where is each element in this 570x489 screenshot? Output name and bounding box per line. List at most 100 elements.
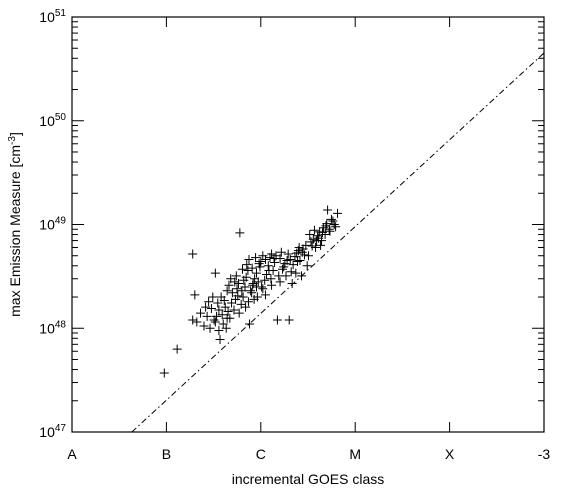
- data-point: [253, 277, 263, 287]
- y-axis-label: max Emission Measure [cm-3]: [7, 132, 23, 317]
- data-point: [222, 313, 232, 323]
- data-point: [275, 254, 285, 264]
- data-point: [233, 278, 243, 288]
- data-point: [190, 290, 200, 300]
- data-point: [234, 308, 244, 318]
- data-point: [312, 236, 322, 246]
- data-point: [294, 243, 304, 253]
- x-tick-label: A: [67, 446, 77, 462]
- data-point: [258, 284, 268, 294]
- y-tick-label: 1047: [39, 423, 66, 440]
- y-tick-exponent: 51: [55, 8, 67, 19]
- y-tick-exponent: 50: [55, 112, 67, 123]
- data-point: [204, 297, 214, 307]
- data-point: [224, 280, 234, 290]
- data-point: [284, 315, 294, 325]
- data-point: [251, 282, 261, 292]
- data-point: [297, 247, 307, 257]
- data-point: [214, 305, 224, 315]
- data-point: [241, 302, 251, 312]
- data-point: [328, 216, 338, 226]
- data-points: [159, 205, 343, 378]
- data-point: [188, 315, 198, 325]
- data-point: [201, 302, 211, 312]
- data-point: [281, 271, 291, 281]
- data-point: [316, 240, 326, 250]
- data-point: [222, 286, 232, 296]
- x-tick-label: M: [349, 446, 361, 462]
- data-point: [278, 264, 288, 274]
- data-point: [223, 307, 233, 317]
- data-point: [239, 275, 249, 285]
- data-point: [287, 278, 297, 288]
- data-point: [295, 255, 305, 265]
- data-point: [313, 231, 323, 241]
- data-point: [263, 261, 273, 271]
- data-point: [291, 268, 301, 278]
- y-tick-label: 1051: [39, 8, 66, 25]
- x-axis-label: incremental GOES class: [232, 471, 385, 487]
- data-point: [245, 319, 255, 329]
- y-tick-base: 10: [39, 9, 55, 25]
- data-point: [267, 280, 277, 290]
- data-point: [247, 288, 257, 298]
- data-point: [213, 298, 223, 308]
- data-point: [247, 263, 257, 273]
- plot-frame: [71, 16, 545, 433]
- data-point: [285, 254, 295, 264]
- data-point: [290, 252, 300, 262]
- y-tick-label: 1050: [39, 112, 66, 129]
- x-tick-label: B: [162, 446, 171, 462]
- data-point: [301, 240, 311, 250]
- data-point: [238, 292, 248, 302]
- data-point: [260, 290, 270, 300]
- data-point: [230, 277, 240, 287]
- data-point: [260, 254, 270, 264]
- y-axis-label-exponent: -3: [7, 136, 18, 145]
- data-point: [227, 298, 237, 308]
- data-point: [262, 269, 272, 279]
- data-point: [231, 271, 241, 281]
- y-axis-label-suffix: ]: [7, 132, 23, 136]
- y-tick-label: 1049: [39, 216, 66, 233]
- data-point: [272, 315, 282, 325]
- reference-line: [131, 52, 545, 433]
- y-tick-label: 1048: [39, 319, 66, 336]
- data-point: [246, 286, 256, 296]
- data-point: [297, 271, 307, 281]
- data-point: [221, 323, 231, 333]
- data-point: [208, 292, 218, 302]
- y-tick-exponent: 49: [55, 216, 67, 227]
- data-point: [256, 256, 266, 266]
- data-point: [254, 259, 264, 269]
- data-point: [235, 228, 245, 238]
- y-tick-base: 10: [39, 320, 55, 336]
- data-point: [265, 253, 275, 263]
- data-point: [321, 221, 331, 231]
- data-point: [323, 205, 333, 215]
- y-tick-base: 10: [39, 424, 55, 440]
- x-tick-label: X: [445, 446, 455, 462]
- data-point: [238, 264, 248, 274]
- data-point: [292, 248, 302, 258]
- data-point: [331, 222, 341, 232]
- data-point: [192, 317, 202, 327]
- data-point: [252, 292, 262, 302]
- data-point: [210, 317, 220, 327]
- data-point: [243, 297, 253, 307]
- data-point: [215, 334, 225, 344]
- y-tick-exponent: 47: [55, 423, 67, 434]
- data-point: [227, 288, 237, 298]
- x-tick-labels: A B C M X -3: [67, 446, 550, 462]
- data-point: [210, 268, 220, 278]
- data-point: [205, 323, 215, 333]
- y-tick-base: 10: [39, 217, 55, 233]
- x-tick-label: C: [256, 446, 266, 462]
- data-point: [258, 251, 268, 261]
- data-point: [232, 284, 242, 294]
- y-tick-exponent: 48: [55, 319, 67, 330]
- data-point: [244, 254, 254, 264]
- data-point: [267, 249, 277, 259]
